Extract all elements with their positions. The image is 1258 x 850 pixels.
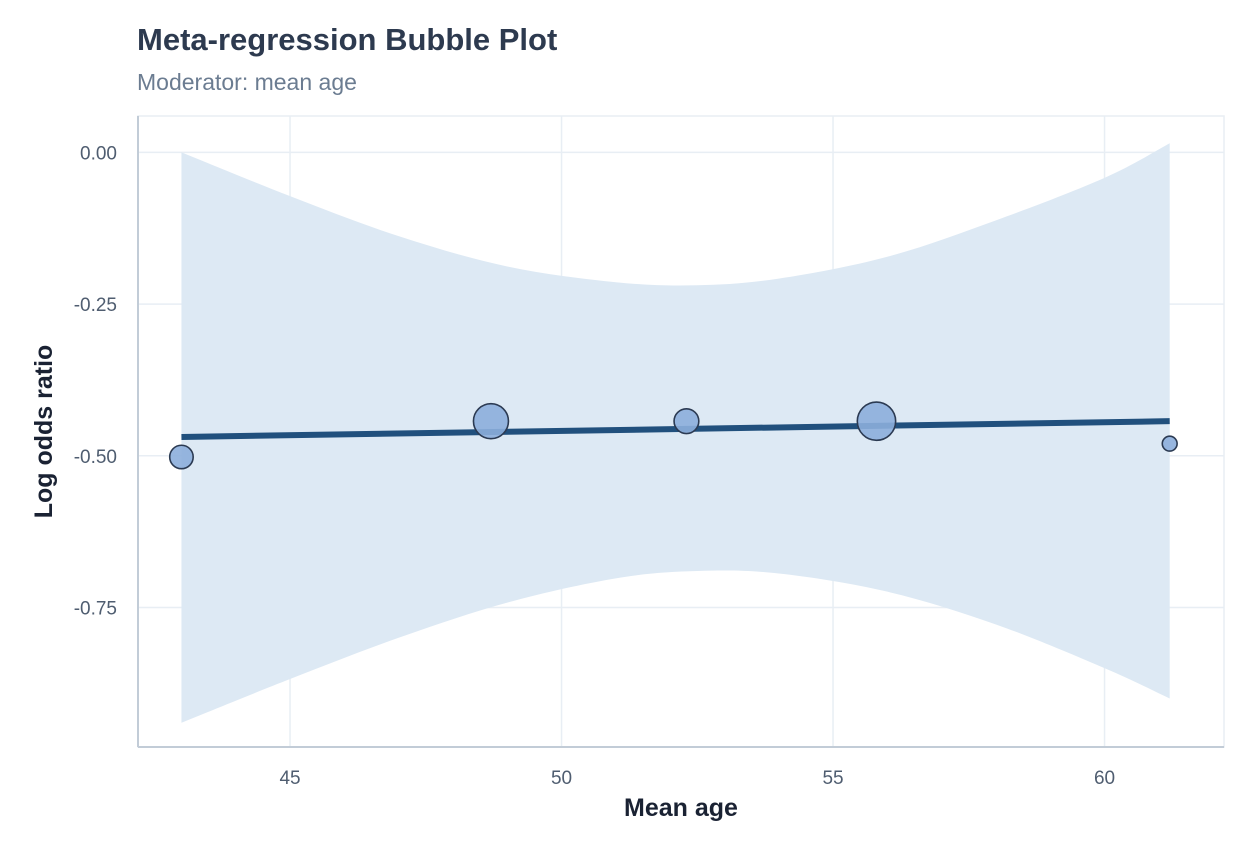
y-tick-label: 0.00 [80, 143, 117, 164]
x-axis-title: Mean age [624, 794, 738, 822]
x-tick-labels: 45 50 55 60 [279, 768, 1115, 789]
data-point-4 [856, 401, 897, 442]
y-tick-label: -0.25 [74, 295, 117, 316]
x-tick-label: 55 [822, 768, 843, 789]
chart-subtitle: Moderator: mean age [137, 69, 357, 95]
data-point-1 [168, 444, 194, 470]
x-tick-label: 50 [551, 768, 572, 789]
data-point-5 [1161, 435, 1178, 452]
axes [137, 116, 1224, 748]
regression-line [181, 418, 1170, 440]
data-point-3 [673, 408, 700, 435]
confidence-band [181, 143, 1170, 723]
y-axis-title: Log odds ratio [30, 345, 58, 519]
data-point-2 [472, 402, 510, 440]
y-tick-labels: 0.00 -0.25 -0.50 -0.75 [74, 143, 117, 619]
data-points [168, 401, 1178, 470]
y-tick-label: -0.75 [74, 598, 117, 619]
x-tick-label: 60 [1094, 768, 1115, 789]
y-tick-label: -0.50 [74, 447, 117, 468]
x-tick-label: 45 [279, 768, 300, 789]
chart-title: Meta-regression Bubble Plot [137, 22, 558, 57]
